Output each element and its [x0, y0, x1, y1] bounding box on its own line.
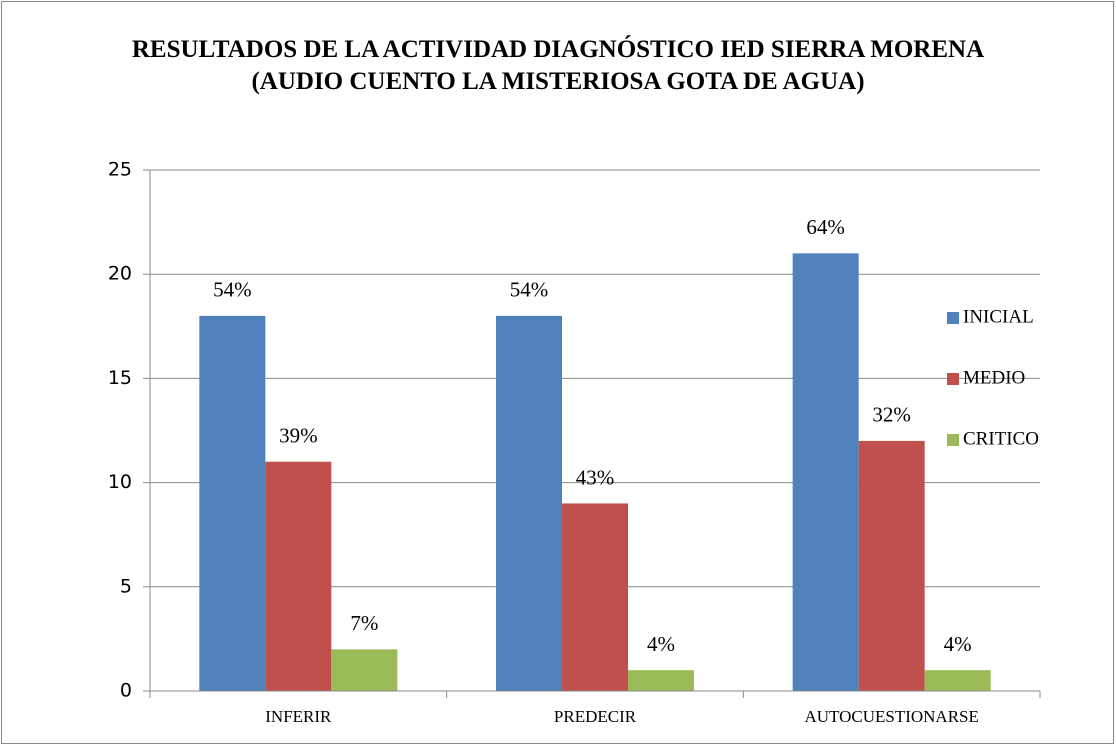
bar: [496, 315, 562, 691]
x-tick-label: INFERIR: [265, 707, 332, 726]
data-label: 64%: [806, 215, 845, 239]
data-label: 4%: [944, 632, 972, 656]
bar: [199, 315, 266, 691]
legend-label: CRITICO: [963, 428, 1039, 449]
bar: [331, 649, 398, 691]
data-label: 54%: [510, 278, 549, 302]
chart-title: RESULTADOS DE LA ACTIVIDAD DIAGNÓSTICO I…: [131, 36, 985, 95]
y-tick-label: 0: [120, 680, 132, 702]
y-tick-label: 15: [108, 367, 132, 389]
bar: [562, 503, 628, 691]
data-label: 39%: [279, 424, 318, 448]
y-tick-label: 25: [108, 159, 132, 181]
legend-swatch: [947, 434, 959, 446]
legend-swatch: [947, 373, 959, 385]
data-label: 43%: [576, 465, 615, 489]
bar: [265, 461, 332, 691]
data-label: 4%: [647, 632, 675, 656]
legend-label: MEDIO: [963, 367, 1025, 388]
data-label: 7%: [350, 611, 378, 635]
data-label: 32%: [872, 403, 911, 427]
legend-swatch: [947, 312, 959, 324]
bar: [628, 670, 694, 691]
x-tick-label: PREDECIR: [554, 707, 637, 726]
bar: [858, 440, 925, 691]
legend-label: INICIAL: [963, 306, 1034, 327]
y-tick-label: 10: [108, 471, 132, 493]
y-tick-label: 5: [120, 575, 132, 597]
bar: [792, 253, 859, 692]
x-tick-label: AUTOCUESTIONARSE: [804, 707, 978, 726]
y-tick-label: 20: [108, 263, 132, 285]
bar: [924, 670, 991, 691]
data-label: 54%: [213, 278, 252, 302]
